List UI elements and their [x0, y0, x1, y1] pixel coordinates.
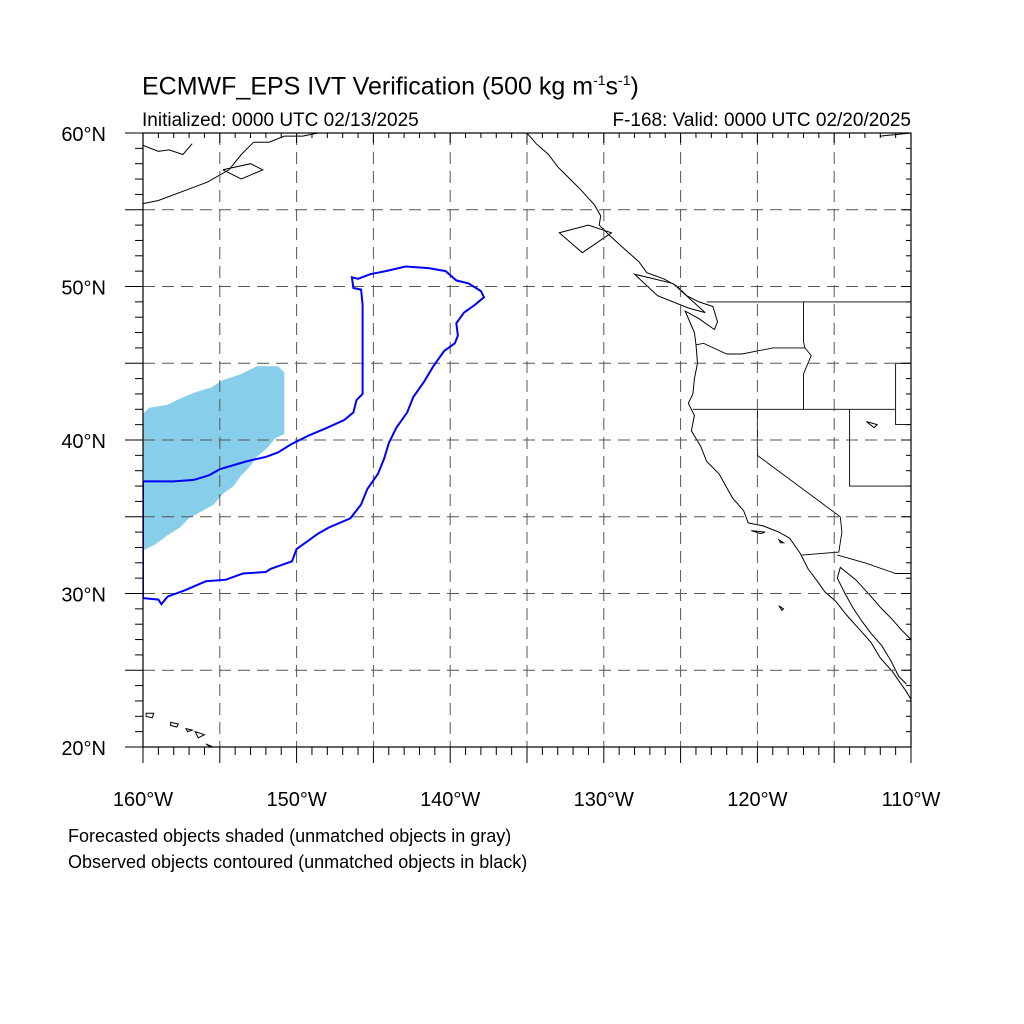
forecast-legend-note: Forecasted objects shaded (unmatched obj… [68, 826, 512, 846]
y-tick-label: 60°N [61, 124, 106, 146]
observed-legend-note: Observed objects contoured (unmatched ob… [68, 852, 528, 872]
island [194, 730, 206, 739]
land-layer [143, 133, 911, 747]
island [777, 538, 786, 544]
island [205, 743, 215, 747]
x-tick-label: 130°W [574, 789, 634, 811]
forecast-layer [143, 366, 285, 551]
grid-layer [143, 133, 911, 747]
x-tick-label: 140°W [420, 789, 480, 811]
forecast-object [143, 366, 285, 551]
x-tick-label: 110°W [882, 789, 941, 811]
alaska-coastline [222, 163, 264, 180]
political-border [756, 409, 841, 518]
y-tick-label: 30°N [61, 585, 106, 607]
alaska-coastline [143, 143, 193, 156]
map-title: ECMWF_EPS IVT Verification (500 kg m-1s-… [142, 72, 639, 101]
alaska-coastline [143, 133, 319, 205]
x-tick-label: 150°W [266, 789, 326, 811]
x-tick-label: 120°W [727, 789, 787, 811]
island [170, 721, 180, 728]
observed-layer [143, 265, 486, 606]
y-tick-label: 20°N [61, 738, 106, 760]
initialized-label: Initialized: 0000 UTC 02/13/2025 [142, 110, 419, 131]
valid-time-label: F-168: Valid: 0000 UTC 02/20/2025 [612, 110, 911, 131]
island [558, 224, 613, 254]
x-tick-label: 160°W [113, 789, 173, 811]
y-tick-label: 50°N [61, 278, 106, 300]
island [751, 530, 766, 535]
observed-object-contour [143, 265, 486, 606]
island [632, 273, 706, 314]
gulf-of-california-coast [836, 566, 911, 685]
axes-layer: 160°W 150°W 140°W 130°W 120°W 110°W 20°N 30°N 40… [61, 124, 940, 811]
political-border [803, 347, 812, 410]
political-border [837, 554, 911, 574]
political-border [895, 363, 911, 426]
y-tick-label: 40°N [61, 431, 106, 453]
island [778, 605, 785, 612]
island [866, 421, 879, 429]
island [145, 712, 155, 719]
political-border [801, 516, 843, 556]
political-border [849, 409, 911, 487]
west-coastline [526, 133, 911, 700]
island [185, 727, 195, 733]
